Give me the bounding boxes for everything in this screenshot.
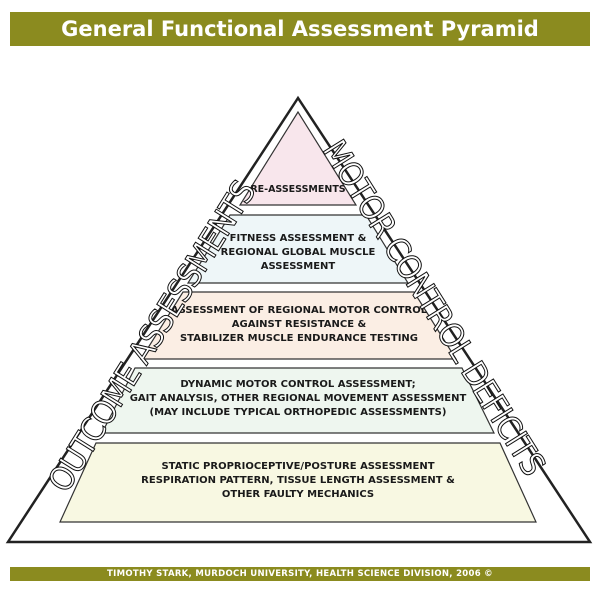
- footer-bar: TIMOTHY STARK, MURDOCH UNIVERSITY, HEALT…: [10, 567, 590, 581]
- tier-5-shape: [59, 442, 537, 523]
- tier-2-label: FITNESS ASSESSMENT & REGIONAL GLOBAL MUS…: [220, 233, 376, 272]
- tier-2-shape: [186, 214, 410, 284]
- title-bar: General Functional Assessment Pyramid: [10, 12, 590, 46]
- tier-3-label: ASSESSMENT OF REGIONAL MOTOR CONTROL AGA…: [170, 305, 428, 344]
- footer-credit: TIMOTHY STARK, MURDOCH UNIVERSITY, HEALT…: [107, 569, 493, 579]
- tier-1-label: RE-ASSESSMENTS: [250, 184, 346, 195]
- tier-5-label: STATIC PROPRIOCEPTIVE/POSTURE ASSESSMENT…: [141, 461, 455, 500]
- tier-4-shape: [101, 367, 495, 434]
- tier-1-shape: [238, 110, 358, 206]
- page-title: General Functional Assessment Pyramid: [61, 17, 539, 41]
- tier-4-label: DYNAMIC MOTOR CONTROL ASSESSMENT; GAIT A…: [129, 379, 467, 418]
- tier-3-shape: [139, 291, 458, 360]
